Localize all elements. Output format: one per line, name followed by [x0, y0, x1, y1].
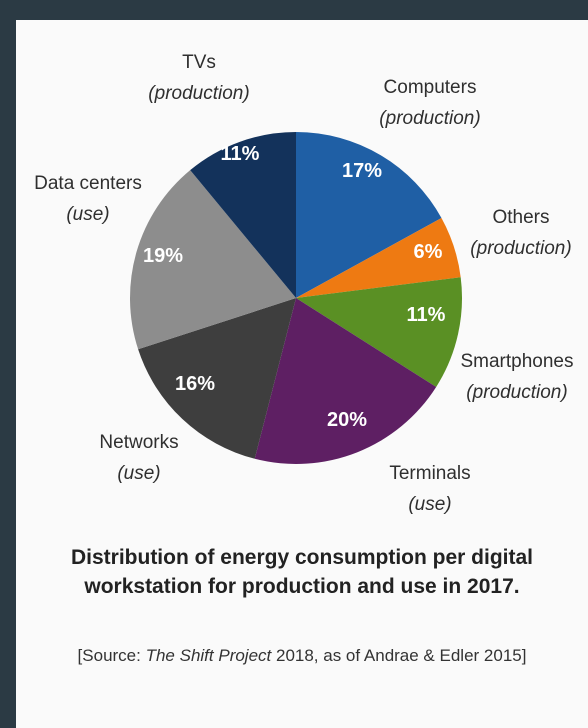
slice-percent-label: 20%: [327, 409, 367, 431]
pie-slice-terminals: [254, 298, 437, 464]
pie-slice-data-centers: [130, 170, 296, 350]
pie-slice-computers: [296, 132, 442, 298]
source-suffix: 2018, as of Andrae & Edler 2015]: [271, 646, 527, 665]
slice-percent-label: 6%: [414, 241, 443, 263]
category-label: TVs: [182, 52, 216, 73]
category-label: Terminals: [389, 463, 470, 484]
pie-slice-smartphones: [296, 277, 463, 387]
category-sublabel: (production): [379, 108, 480, 129]
source-prefix: [Source:: [77, 646, 146, 665]
category-label: Smartphones: [460, 351, 573, 372]
chart-title-line-2: workstation for production and use in 20…: [84, 575, 520, 598]
slice-percent-label: 11%: [407, 304, 446, 326]
category-sublabel: (production): [470, 238, 571, 259]
slice-percent-label: 11%: [221, 143, 260, 165]
source-note: [Source: The Shift Project 2018, as of A…: [16, 646, 588, 666]
category-sublabel: (use): [66, 204, 109, 225]
category-sublabel: (use): [408, 494, 451, 515]
category-sublabel: (production): [148, 83, 249, 104]
source-italic: The Shift Project: [145, 646, 272, 665]
chart-title: Distribution of energy consumption per d…: [16, 543, 588, 601]
slice-percent-label: 16%: [175, 373, 215, 395]
chart-title-line-1: Distribution of energy consumption per d…: [70, 546, 533, 569]
category-label: Networks: [99, 432, 178, 453]
category-label: Others: [492, 207, 549, 228]
pie-slice-tvs: [190, 132, 296, 298]
pie-slice-others: [296, 218, 461, 298]
category-sublabel: (production): [466, 382, 567, 403]
category-label: Computers: [384, 77, 477, 98]
slice-percent-label: 17%: [342, 160, 382, 182]
slice-percent-label: 19%: [143, 245, 183, 267]
pie-slice-networks: [138, 298, 296, 459]
category-label: Data centers: [34, 173, 142, 194]
category-sublabel: (use): [117, 463, 160, 484]
